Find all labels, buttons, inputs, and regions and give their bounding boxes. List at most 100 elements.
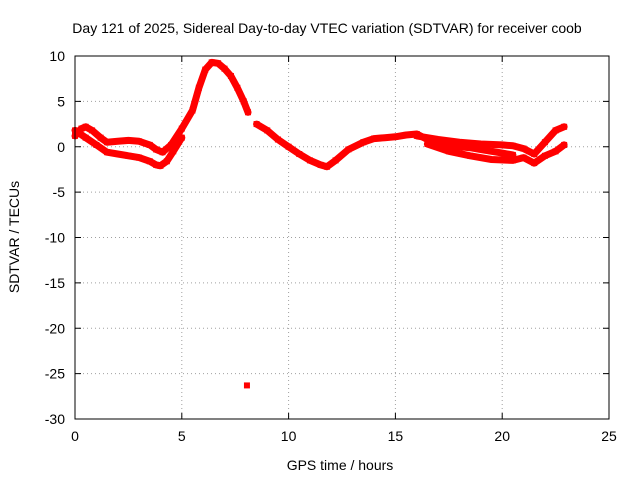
x-axis-title: GPS time / hours xyxy=(287,457,394,473)
data-point xyxy=(552,148,559,155)
data-point xyxy=(125,137,132,144)
data-series xyxy=(71,126,186,170)
x-tick-label: 20 xyxy=(494,428,510,444)
data-point xyxy=(78,125,85,132)
data-point xyxy=(424,141,431,148)
y-tick-label: -15 xyxy=(45,275,65,291)
data-point xyxy=(178,134,185,141)
data-point xyxy=(371,135,378,142)
x-tick-label: 25 xyxy=(601,428,617,444)
data-point xyxy=(89,127,96,134)
data-point xyxy=(477,141,484,148)
grid-layer xyxy=(75,56,609,419)
data-point xyxy=(499,150,506,157)
data-series xyxy=(243,382,250,389)
data-point xyxy=(541,139,548,146)
y-tick-label: -25 xyxy=(45,366,65,382)
data-point xyxy=(332,157,339,164)
data-point xyxy=(159,149,166,156)
data-point xyxy=(153,161,160,168)
data-point xyxy=(227,72,234,79)
data-point xyxy=(456,143,463,150)
data-point xyxy=(531,160,538,167)
y-tick-label: 5 xyxy=(57,93,65,109)
data-point xyxy=(114,151,121,158)
data-point xyxy=(306,157,313,164)
data-layer xyxy=(71,58,568,389)
data-point xyxy=(136,138,143,145)
data-point xyxy=(413,132,420,139)
data-point xyxy=(104,139,111,146)
data-point xyxy=(168,141,175,148)
data-point xyxy=(445,142,452,149)
data-point xyxy=(467,152,474,159)
data-point xyxy=(146,141,153,148)
data-point xyxy=(285,143,292,150)
y-tick-label: -20 xyxy=(45,320,65,336)
data-point xyxy=(488,148,495,155)
data-point xyxy=(82,134,89,141)
data-point xyxy=(114,138,121,145)
data-point xyxy=(345,146,352,153)
data-point xyxy=(163,158,170,165)
data-point xyxy=(381,134,388,141)
x-tick-label: 10 xyxy=(281,428,297,444)
y-tick-label: -5 xyxy=(53,184,66,200)
data-series xyxy=(413,123,568,158)
data-point xyxy=(456,139,463,146)
data-point xyxy=(317,161,324,168)
data-point xyxy=(178,125,185,132)
data-point xyxy=(360,139,367,146)
data-point xyxy=(531,151,538,158)
data-point xyxy=(435,136,442,143)
data-point xyxy=(202,66,209,73)
data-point xyxy=(215,60,222,67)
data-point xyxy=(296,151,303,158)
data-point xyxy=(195,84,202,91)
data-point xyxy=(520,154,527,161)
data-point xyxy=(136,154,143,161)
data-point xyxy=(264,127,271,134)
y-tick-label: 10 xyxy=(49,48,65,64)
data-point xyxy=(157,162,164,169)
data-point xyxy=(561,123,568,130)
data-point xyxy=(509,142,516,149)
y-tick-label: -30 xyxy=(45,411,65,427)
x-tick-label: 15 xyxy=(388,428,404,444)
data-point xyxy=(467,144,474,151)
data-point xyxy=(234,84,241,91)
data-point xyxy=(189,107,196,114)
y-tick-label: 0 xyxy=(57,139,65,155)
data-point xyxy=(146,158,153,165)
data-point xyxy=(552,127,559,134)
data-point xyxy=(274,136,281,143)
data-point xyxy=(477,146,484,153)
data-point xyxy=(324,163,331,170)
series-line xyxy=(423,140,568,167)
data-point xyxy=(208,59,215,66)
chart-title: Day 121 of 2025, Sidereal Day-to-day VTE… xyxy=(72,20,582,36)
tick-layer: 0 5 10 15 20 25 10 5 0 -5 -10 -15 -20 -25 -30 xyxy=(45,48,617,444)
data-point xyxy=(445,148,452,155)
data-point xyxy=(392,133,399,140)
y-axis-title: SDTVAR / TECUs xyxy=(6,181,22,293)
data-series xyxy=(423,140,568,167)
data-point xyxy=(243,382,250,389)
data-point xyxy=(520,145,527,152)
data-point xyxy=(97,134,104,141)
data-point xyxy=(541,152,548,159)
data-point xyxy=(170,148,177,155)
data-point xyxy=(499,141,506,148)
data-point xyxy=(104,149,111,156)
data-point xyxy=(561,141,568,148)
data-point xyxy=(93,141,100,148)
data-point xyxy=(240,98,247,105)
data-point xyxy=(509,151,516,158)
data-point xyxy=(125,152,132,159)
y-tick-label: -10 xyxy=(45,230,65,246)
data-point xyxy=(403,131,410,138)
data-point xyxy=(509,157,516,164)
x-tick-label: 5 xyxy=(178,428,186,444)
data-point xyxy=(253,121,260,128)
